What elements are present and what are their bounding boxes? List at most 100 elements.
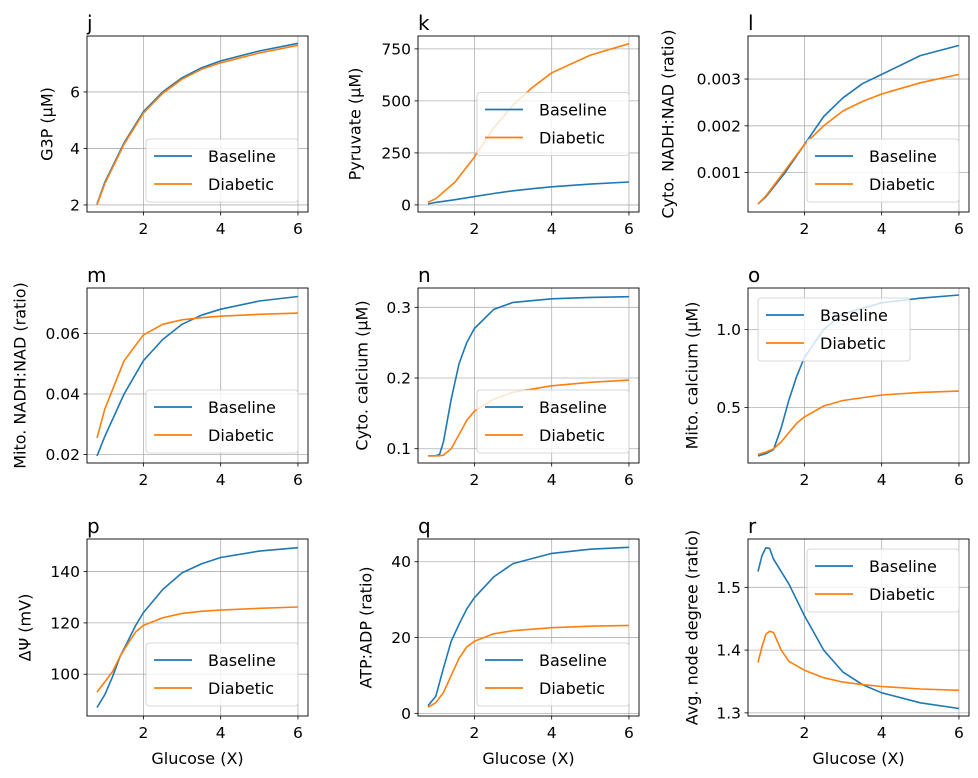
subplot-r: 2 4 6 1.3 1.4 1.5 r Avg. node degree (ratio) Glu… <box>683 514 970 768</box>
x-tick-label: 6 <box>954 220 964 238</box>
legend-label-diabetic: Diabetic <box>208 426 274 445</box>
series-line-baseline <box>96 295 299 457</box>
x-tick-label: 4 <box>877 724 887 742</box>
y-axis-label: ATP:ADP (ratio) <box>357 567 376 689</box>
x-tick-label: 6 <box>293 471 303 489</box>
legend-label-diabetic: Diabetic <box>208 679 274 698</box>
y-tick-label: 0 <box>401 705 411 723</box>
y-tick-label: 140 <box>50 563 80 581</box>
legend: Baseline Diabetic <box>476 642 630 707</box>
x-tick-label: 4 <box>547 220 557 238</box>
series-line-baseline <box>427 546 630 707</box>
x-tick-label: 2 <box>138 724 148 742</box>
legend-label-baseline: Baseline <box>869 557 937 576</box>
legend-label-baseline: Baseline <box>208 147 276 166</box>
y-tick-label: 0 <box>401 196 411 214</box>
legend: Baseline Diabetic <box>476 389 630 454</box>
panel-label: k <box>418 11 430 35</box>
y-tick-label: 40 <box>391 553 411 571</box>
legend: Baseline Diabetic <box>145 389 299 454</box>
panel-label: r <box>748 514 757 538</box>
series-line-diabetic <box>96 44 299 206</box>
legend-box <box>476 642 630 707</box>
series-line-baseline <box>428 295 630 457</box>
legend-box <box>476 92 630 156</box>
subplot-n: 2 4 6 0.1 0.2 0.3 n Cyto. calcium (µM) Baseline D… <box>353 263 640 489</box>
legend: Baseline Diabetic <box>806 138 960 203</box>
x-tick-label: 6 <box>293 724 303 742</box>
y-tick-label: 0.1 <box>386 440 411 458</box>
axes-frame <box>417 538 640 717</box>
subplot-k: 2 4 6 0 250 500 750 k Pyruvate (µM) Baseline Diabe… <box>346 11 640 238</box>
panel-label: m <box>87 263 106 287</box>
x-tick-label: 2 <box>799 724 809 742</box>
x-tick-label: 4 <box>877 471 887 489</box>
x-tick-label: 6 <box>293 220 303 238</box>
y-tick-label: 0.002 <box>697 117 741 135</box>
legend-box <box>476 389 630 454</box>
series-line-diabetic <box>757 390 960 456</box>
legend-label-diabetic: Diabetic <box>869 175 935 194</box>
x-tick-label: 6 <box>954 724 964 742</box>
legend-label-baseline: Baseline <box>820 306 888 325</box>
x-tick-label: 6 <box>624 471 634 489</box>
y-tick-label: 0.02 <box>45 446 80 464</box>
y-axis-label: Cyto. calcium (µM) <box>353 300 372 450</box>
x-tick-label: 4 <box>216 471 226 489</box>
x-tick-label: 2 <box>799 220 809 238</box>
series-line-baseline <box>427 181 630 205</box>
panel-label: l <box>748 11 754 35</box>
y-axis-label: G3P (µM) <box>38 87 57 161</box>
x-tick-label: 4 <box>216 220 226 238</box>
x-tick-label: 4 <box>547 471 557 489</box>
series-line-baseline <box>96 546 299 708</box>
legend-box <box>806 548 960 613</box>
y-tick-label: 0.001 <box>697 164 741 182</box>
x-tick-label: 2 <box>469 724 479 742</box>
legend-box <box>145 138 299 203</box>
subplot-q: 2 4 6 0 20 40 q ATP:ADP (ratio) Glucose (X) Basel… <box>357 514 640 768</box>
legend-label-diabetic: Diabetic <box>539 426 605 445</box>
legend-label-baseline: Baseline <box>208 651 276 670</box>
y-tick-label: 0.3 <box>386 299 411 317</box>
y-tick-label: 250 <box>381 144 411 162</box>
y-tick-label: 0.04 <box>45 385 80 403</box>
legend: Baseline Diabetic <box>757 297 911 362</box>
series-line-baseline <box>757 44 960 205</box>
x-tick-label: 6 <box>624 724 634 742</box>
x-tick-label: 4 <box>877 220 887 238</box>
panel-label: q <box>418 514 431 538</box>
y-tick-label: 1.0 <box>716 321 741 339</box>
x-tick-label: 2 <box>799 471 809 489</box>
x-tick-label: 4 <box>547 724 557 742</box>
y-tick-label: 2 <box>70 196 80 214</box>
axes-frame <box>86 538 309 717</box>
series-line-diabetic <box>96 312 299 439</box>
legend: Baseline Diabetic <box>476 92 630 156</box>
subplot-p: 2 4 6 100 120 140 p ΔΨ (mV) Glucose (X) Baseline D… <box>16 514 309 768</box>
legend-label-diabetic: Diabetic <box>208 175 274 194</box>
legend: Baseline Diabetic <box>145 642 299 707</box>
y-tick-label: 0.003 <box>697 71 741 89</box>
legend-label-diabetic: Diabetic <box>539 679 605 698</box>
x-tick-label: 2 <box>138 220 148 238</box>
axes-frame <box>417 35 640 213</box>
legend-label-baseline: Baseline <box>208 398 276 417</box>
subplot-m: 2 4 6 0.02 0.04 0.06 m Mito. NADH:NAD (ratio) Ba… <box>11 263 309 489</box>
series-line-baseline <box>757 546 960 710</box>
series-line-diabetic <box>427 624 630 708</box>
legend-label-baseline: Baseline <box>539 398 607 417</box>
panel-label: o <box>748 263 760 287</box>
axes-frame <box>747 35 970 213</box>
y-tick-label: 0.5 <box>716 399 741 417</box>
y-tick-label: 0.06 <box>45 325 80 343</box>
axes-frame <box>417 287 640 464</box>
x-axis-label: Glucose (X) <box>151 749 243 768</box>
legend: Baseline Diabetic <box>806 548 960 613</box>
y-tick-label: 4 <box>70 140 80 158</box>
legend-box <box>806 138 960 203</box>
x-axis-label: Glucose (X) <box>812 749 904 768</box>
legend-label-diabetic: Diabetic <box>820 334 886 353</box>
y-tick-label: 1.5 <box>716 579 741 597</box>
